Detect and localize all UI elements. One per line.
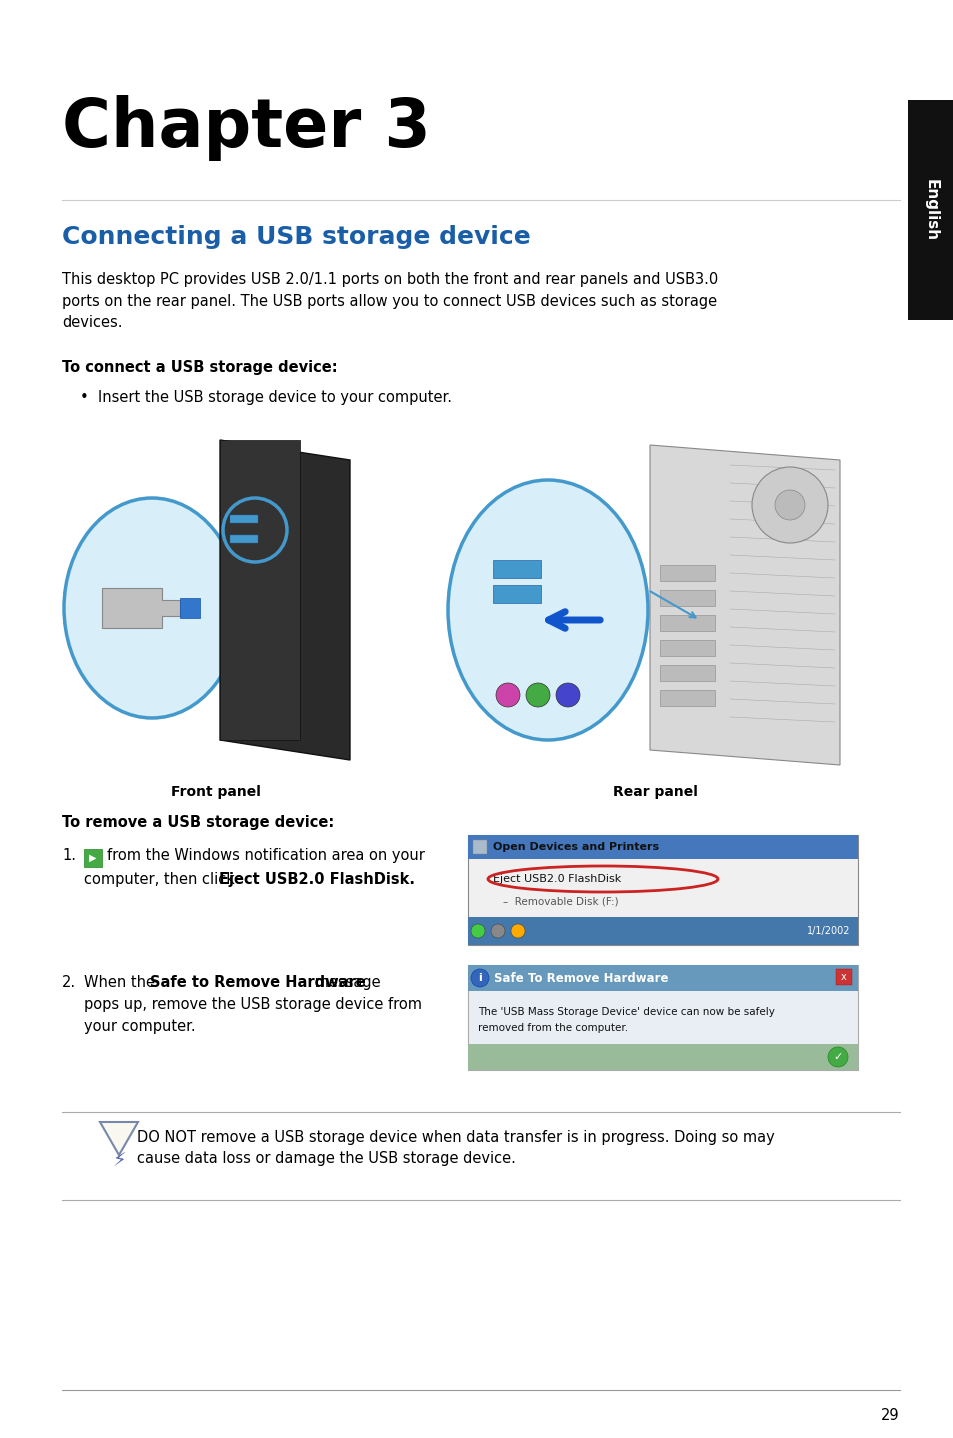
- Bar: [473, 840, 486, 854]
- Bar: [468, 917, 857, 945]
- Text: Safe To Remove Hardware: Safe To Remove Hardware: [494, 972, 668, 985]
- Text: Safe to Remove Hardware: Safe to Remove Hardware: [150, 975, 365, 989]
- Bar: [835, 969, 851, 985]
- Circle shape: [471, 925, 484, 938]
- Bar: [659, 690, 714, 706]
- Polygon shape: [649, 444, 840, 765]
- Bar: [659, 615, 714, 631]
- Text: This desktop PC provides USB 2.0/1.1 ports on both the front and rear panels and: This desktop PC provides USB 2.0/1.1 por…: [62, 272, 718, 331]
- Bar: [659, 565, 714, 581]
- Text: Chapter 3: Chapter 3: [62, 95, 431, 161]
- Text: 29: 29: [881, 1408, 899, 1424]
- Text: from the Windows notification area on your: from the Windows notification area on yo…: [107, 848, 424, 863]
- Text: •: •: [80, 390, 89, 406]
- Text: When the: When the: [84, 975, 159, 989]
- Polygon shape: [220, 440, 350, 761]
- Text: removed from the computer.: removed from the computer.: [477, 1022, 627, 1032]
- Bar: [180, 598, 200, 618]
- Text: your computer.: your computer.: [84, 1020, 195, 1034]
- Text: x: x: [841, 972, 846, 982]
- Bar: [659, 590, 714, 605]
- Circle shape: [511, 925, 524, 938]
- Text: i: i: [477, 974, 481, 984]
- Text: 1.: 1.: [62, 848, 76, 863]
- Bar: [468, 965, 857, 991]
- Text: –  Removable Disk (F:): – Removable Disk (F:): [502, 896, 618, 906]
- Text: ⚡: ⚡: [112, 1152, 126, 1171]
- Ellipse shape: [448, 480, 647, 741]
- Text: Connecting a USB storage device: Connecting a USB storage device: [62, 224, 530, 249]
- Text: ▶: ▶: [90, 853, 96, 863]
- Text: DO NOT remove a USB storage device when data transfer is in progress. Doing so m: DO NOT remove a USB storage device when …: [137, 1130, 774, 1166]
- Text: Open Devices and Printers: Open Devices and Printers: [493, 843, 659, 851]
- Bar: [230, 515, 257, 523]
- Text: 1/1/2002: 1/1/2002: [805, 926, 849, 936]
- Bar: [493, 559, 540, 578]
- Circle shape: [827, 1047, 847, 1067]
- Text: To remove a USB storage device:: To remove a USB storage device:: [62, 815, 334, 830]
- Bar: [230, 535, 257, 544]
- Polygon shape: [220, 440, 299, 741]
- Text: English: English: [923, 178, 938, 242]
- Text: To connect a USB storage device:: To connect a USB storage device:: [62, 360, 337, 375]
- Bar: [907, 101, 953, 321]
- Bar: [468, 835, 857, 858]
- Circle shape: [496, 683, 519, 707]
- Circle shape: [471, 969, 489, 986]
- Circle shape: [525, 683, 550, 707]
- Text: Eject USB2.0 FlashDisk.: Eject USB2.0 FlashDisk.: [219, 871, 415, 887]
- Text: Eject USB2.0 FlashDisk: Eject USB2.0 FlashDisk: [493, 874, 620, 884]
- Circle shape: [556, 683, 579, 707]
- Text: pops up, remove the USB storage device from: pops up, remove the USB storage device f…: [84, 997, 421, 1012]
- Text: computer, then click: computer, then click: [84, 871, 239, 887]
- Polygon shape: [100, 1122, 138, 1155]
- Text: The 'USB Mass Storage Device' device can now be safely: The 'USB Mass Storage Device' device can…: [477, 1007, 774, 1017]
- Circle shape: [491, 925, 504, 938]
- Circle shape: [774, 490, 804, 521]
- Text: Rear panel: Rear panel: [612, 785, 697, 800]
- Text: Front panel: Front panel: [171, 785, 261, 800]
- Ellipse shape: [64, 498, 240, 718]
- Text: 2.: 2.: [62, 975, 76, 989]
- Bar: [84, 848, 102, 867]
- Bar: [493, 585, 540, 603]
- Text: Insert the USB storage device to your computer.: Insert the USB storage device to your co…: [98, 390, 452, 406]
- Bar: [468, 835, 857, 945]
- Bar: [659, 640, 714, 656]
- Bar: [659, 664, 714, 682]
- Text: message: message: [310, 975, 380, 989]
- Bar: [468, 965, 857, 1070]
- Text: ✓: ✓: [832, 1053, 841, 1063]
- Circle shape: [751, 467, 827, 544]
- Bar: [468, 1044, 857, 1070]
- Polygon shape: [102, 588, 180, 628]
